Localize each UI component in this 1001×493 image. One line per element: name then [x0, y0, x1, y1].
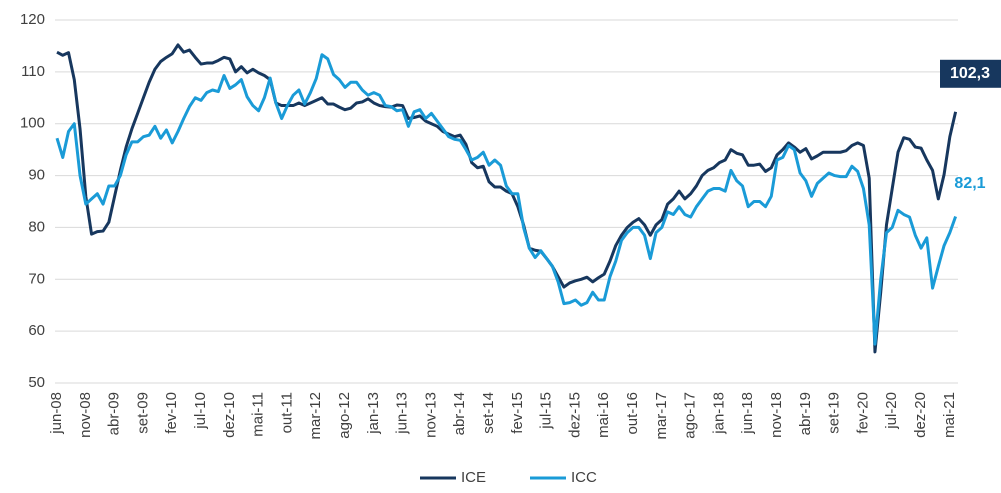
x-tick-label: out-16 — [624, 392, 641, 435]
x-tick-label: dez-10 — [221, 392, 238, 438]
x-tick-label: mar-17 — [653, 392, 670, 440]
x-tick-label: nov-18 — [768, 392, 785, 438]
x-tick-label: mai-21 — [941, 392, 958, 438]
x-tick-label: fev-15 — [509, 392, 526, 434]
x-tick-label: fev-20 — [854, 392, 871, 434]
x-tick-label: abr-14 — [451, 392, 468, 435]
legend-label: ICE — [461, 469, 486, 486]
y-tick-label: 110 — [21, 63, 45, 80]
x-tick-label: out-11 — [278, 392, 295, 433]
x-tick-label: nov-13 — [422, 392, 439, 438]
x-tick-label: jul-10 — [192, 392, 209, 430]
x-tick-label: mai-16 — [595, 392, 612, 438]
end-label: 102,3 — [950, 65, 990, 82]
y-tick-label: 80 — [28, 218, 45, 235]
x-tick-label: ago-17 — [682, 392, 699, 439]
x-tick-label: nov-08 — [77, 392, 94, 438]
y-tick-label: 90 — [28, 167, 45, 184]
y-tick-label: 120 — [20, 11, 45, 28]
x-tick-label: jan-13 — [365, 392, 382, 435]
x-tick-label: jun-08 — [48, 392, 65, 435]
x-tick-label: mar-12 — [307, 392, 324, 440]
x-tick-label: jan-18 — [710, 392, 727, 435]
x-tick-label: dez-15 — [566, 392, 583, 438]
legend-label: ICC — [571, 469, 597, 486]
x-tick-label: jun-18 — [739, 392, 756, 435]
x-tick-label: jun-13 — [394, 392, 411, 435]
y-tick-label: 100 — [20, 115, 45, 132]
x-tick-label: abr-09 — [106, 392, 123, 435]
end-label-box — [940, 59, 1001, 88]
end-label: 82,1 — [954, 175, 985, 192]
x-tick-label: jul-20 — [883, 392, 900, 430]
x-tick-label: set-09 — [134, 392, 151, 434]
x-tick-label: fev-10 — [163, 392, 180, 434]
x-tick-label: set-19 — [826, 392, 843, 434]
x-tick-label: mai-11 — [250, 392, 267, 437]
x-tick-label: jul-15 — [538, 392, 555, 430]
x-tick-label: abr-19 — [797, 392, 814, 435]
x-tick-label: dez-20 — [912, 392, 929, 438]
x-tick-label: set-14 — [480, 392, 497, 434]
x-tick-label: ago-12 — [336, 392, 353, 439]
y-tick-label: 70 — [28, 270, 45, 287]
series-line — [55, 53, 958, 346]
y-tick-label: 50 — [28, 374, 45, 391]
series-line — [56, 43, 958, 354]
y-tick-label: 60 — [28, 322, 45, 339]
